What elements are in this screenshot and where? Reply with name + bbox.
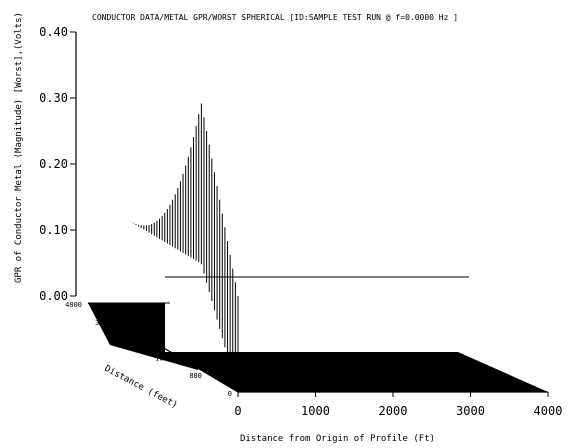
depth-axis-title: Distance (feet) <box>103 364 179 411</box>
depth-tick-label: 3200 <box>95 319 112 327</box>
x-tick-label: 3000 <box>456 404 485 418</box>
x-tick-label: 1000 <box>301 404 330 418</box>
chart-title: CONDUCTOR DATA/METAL GPR/WORST SPHERICAL… <box>92 13 458 22</box>
ground-dark-region-lower <box>170 352 548 392</box>
x-tick-label: 2000 <box>379 404 408 418</box>
depth-tick-label: 800 <box>189 372 202 380</box>
y-axis-title: GPR of Conductor Metal (Magnitude) [Wors… <box>14 12 24 283</box>
depth-tick-label: 4000 <box>65 301 82 309</box>
x-ticks: 0 1000 2000 3000 4000 <box>234 392 562 418</box>
x-tick-label: 4000 <box>534 404 563 418</box>
profile-lines <box>127 103 239 394</box>
y-tick-label: 0.10 <box>39 223 68 237</box>
y-tick-label: 0.20 <box>39 157 68 171</box>
depth-tick-label: 1600 <box>155 354 172 362</box>
x-axis-title: Distance from Origin of Profile (Ft) <box>240 434 435 444</box>
depth-ticks: 4000 3200 2400 1600 800 0 <box>65 301 232 398</box>
depth-axis-line <box>87 302 239 393</box>
depth-tick-label: 2400 <box>125 337 142 345</box>
y-tick-label: 0.40 <box>39 25 68 39</box>
depth-tick-label: 0 <box>228 390 232 398</box>
y-tick-label: 0.30 <box>39 91 68 105</box>
white-profile-slab <box>165 277 469 352</box>
y-tick-label: 0.00 <box>39 289 68 303</box>
ground-plane <box>87 276 548 393</box>
y-ticks: 0.00 0.10 0.20 0.30 0.40 <box>39 25 76 303</box>
x-tick-label: 0 <box>234 404 241 418</box>
